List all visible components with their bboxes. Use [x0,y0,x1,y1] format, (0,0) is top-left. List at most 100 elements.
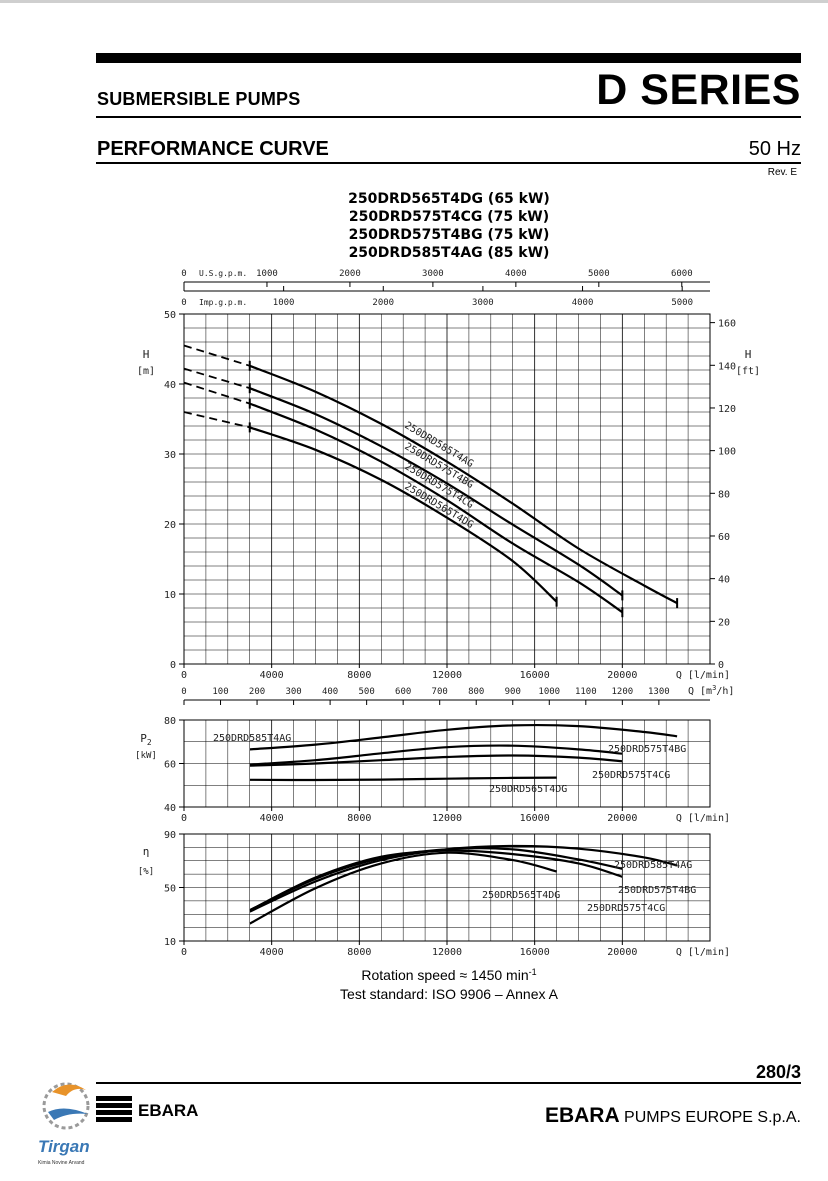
head-y2-tick-label: 160 [718,319,736,330]
head-curve-dashed-250DRD565T4DG [183,411,251,429]
power-series-label: 250DRD585T4AG [213,733,291,744]
eff-x-tick-label: 0 [181,947,187,958]
test-standard-label: Test standard: ISO 9906 – Annex A [340,986,559,1002]
m3h-tick-label: 1000 [538,687,560,697]
power-y-axis-unit: [kW] [135,751,157,761]
m3h-tick-label: 800 [468,687,484,697]
power-y-tick-label: 60 [164,760,176,771]
power-y-tick-label: 80 [164,716,176,727]
tirgan-subtitle: Kimia Novine Arvand [38,1160,85,1166]
head-curve-dashed-250DRD585T4AG [183,344,251,367]
usgpm-tick-label: 5000 [588,269,610,279]
header-rule-2 [96,162,801,164]
m3h-tick-label: 0 [181,687,186,697]
head-x-tick-label: 20000 [607,670,637,681]
power-x-tick-label: 4000 [260,813,284,824]
head-curve-250DRD585T4AG [249,364,678,605]
m3h-tick-label: 1200 [611,687,633,697]
browser-top-edge [0,0,828,3]
power-x-tick-label: 16000 [520,813,550,824]
eff-y-tick-label: 90 [164,830,176,841]
flow-unit-scales: 0 1000 2000 3000 4000 5000 6000 U.S.g.p.m. 0 1000… [181,269,710,308]
head-y2-axis-label: H [745,348,752,361]
efficiency-chart: 10 50 90 η [%] 0 4000 8000 12000 16000 20000 Q [l/m… [138,830,730,958]
head-x-axis-label: Q [l/min] [676,670,730,681]
power-y-tick-label: 40 [164,803,176,814]
m3h-tick-label: 500 [359,687,375,697]
head-x-tick-label: 8000 [347,670,371,681]
tirgan-wordmark: Tirgan [38,1137,90,1156]
page-number: 280/3 [755,1062,801,1082]
head-y2-tick-label: 140 [718,361,736,372]
eff-series-label: 250DRD575T4CG [587,903,665,914]
usgpm-axis-label: U.S.g.p.m. [199,269,247,278]
power-y-axis-label: P2 [140,732,152,747]
eff-x-tick-label: 4000 [260,947,284,958]
revision-label: Rev. E [767,167,797,178]
header-thick-rule [96,53,801,63]
power-curve-250DRD565T4DG [249,776,557,782]
eff-curve-250DRD575T4CG [249,849,623,912]
impgpm-tick-label: 5000 [671,298,693,308]
tirgan-logo: Tirgan Kimia Novine Arvand [38,1082,90,1166]
footer-rule [96,1082,801,1084]
head-y2-tick-label: 0 [718,660,724,671]
m3h-tick-label: 200 [249,687,265,697]
head-x-tick-label: 0 [181,670,187,681]
head-y2-axis-unit: [ft] [736,366,760,377]
power-curve-250DRD585T4AG [249,723,678,751]
company-name: EBARA PUMPS EUROPE S.p.A. [544,1104,801,1127]
head-y-tick-label: 30 [164,450,176,461]
impgpm-tick-label: 3000 [472,298,494,308]
head-curve-250DRD575T4CG [249,402,623,614]
head-y2-tick-label: 40 [718,575,730,586]
eff-x-tick-label: 12000 [432,947,462,958]
eff-series-label: 250DRD575T4BG [618,885,696,896]
model-title-4: 250DRD585T4AG (85 kW) [349,245,550,261]
head-curve-dashed-250DRD575T4CG [183,381,251,405]
wave-icon [48,1108,88,1120]
power-series-label: 250DRD575T4CG [592,770,670,781]
head-y-tick-label: 0 [170,660,176,671]
head-x-tick-label: 12000 [432,670,462,681]
head-y-tick-label: 40 [164,380,176,391]
m3h-axis-label: Q [m3/h] [688,684,734,697]
power-chart: 40 60 80 P2 [kW] 0 4000 8000 12000 16000 20000 Q [l… [135,716,730,824]
power-x-axis-label: Q [l/min] [676,813,730,824]
eff-x-tick-label: 8000 [347,947,371,958]
impgpm-tick-label: 4000 [572,298,594,308]
header-rule-1 [96,116,801,118]
power-x-tick-label: 0 [181,813,187,824]
impgpm-axis-label: Imp.g.p.m. [199,298,247,307]
frequency-label: 50 Hz [748,138,801,160]
head-y-axis-label: H [143,348,150,361]
ebara-logo: EBARA [96,1096,198,1122]
head-y2-tick-label: 80 [718,489,730,500]
m3h-tick-label: 700 [432,687,448,697]
eff-y-tick-label: 50 [164,884,176,895]
usgpm-tick-label: 0 [181,269,186,279]
eff-x-tick-label: 20000 [607,947,637,958]
m3h-tick-label: 600 [395,687,411,697]
flame-icon [52,1084,86,1096]
series-title: D SERIES [596,66,801,114]
m3h-tick-label: 1100 [575,687,597,697]
impgpm-tick-label: 1000 [273,298,295,308]
power-series-label: 250DRD565T4DG [489,784,567,795]
m3h-tick-label: 300 [285,687,301,697]
power-curve-250DRD575T4BG [249,744,623,766]
usgpm-tick-label: 1000 [256,269,278,279]
head-y-tick-label: 50 [164,310,176,321]
power-series-label: 250DRD575T4BG [608,744,686,755]
power-x-tick-label: 20000 [607,813,637,824]
eff-series-label: 250DRD565T4DG [482,890,560,901]
m3h-tick-label: 900 [505,687,521,697]
eff-x-tick-label: 16000 [520,947,550,958]
m3h-tick-label: 400 [322,687,338,697]
model-title-2: 250DRD575T4CG (75 kW) [349,209,549,225]
usgpm-tick-label: 3000 [422,269,444,279]
head-y2-tick-label: 120 [718,404,736,415]
ebara-wordmark: EBARA [138,1101,198,1120]
usgpm-tick-label: 6000 [671,269,693,279]
